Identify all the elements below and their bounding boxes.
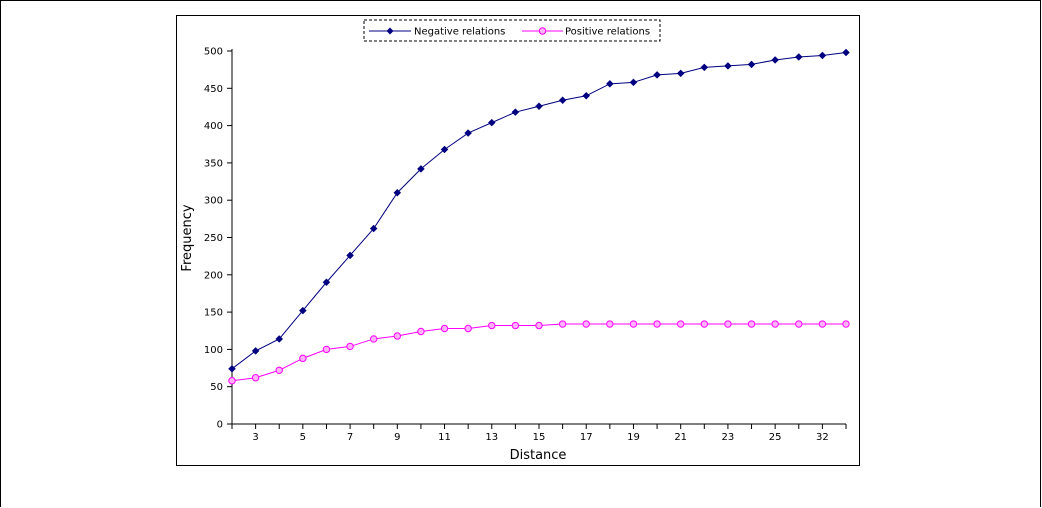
data-point-negative xyxy=(629,78,638,87)
data-point-positive xyxy=(582,320,590,328)
y-ticks: 0 50 100 150 200 250 300 350 400 450 500 xyxy=(204,47,232,431)
data-point-negative xyxy=(724,62,732,70)
data-point-negative xyxy=(511,108,520,117)
data-point-negative xyxy=(558,96,567,105)
data-point-negative xyxy=(417,165,425,173)
y-tick-label: 350 xyxy=(204,158,223,169)
y-tick-label: 400 xyxy=(204,121,223,132)
data-point-negative xyxy=(322,278,331,287)
x-tick-label: 7 xyxy=(347,432,353,443)
data-point-negative xyxy=(605,79,614,88)
x-tick-label: 11 xyxy=(438,432,451,443)
data-point-positive xyxy=(488,321,496,330)
data-point-positive xyxy=(369,335,378,343)
x-tick-label: 23 xyxy=(722,432,735,443)
series-group xyxy=(228,48,850,385)
data-point-negative xyxy=(818,51,827,60)
legend-label-1: Negative relations xyxy=(414,27,505,38)
data-point-negative xyxy=(794,53,803,61)
y-tick-label: 250 xyxy=(204,233,223,244)
data-point-negative xyxy=(251,347,260,355)
data-point-positive xyxy=(228,377,236,385)
y-tick-label: 450 xyxy=(204,84,223,95)
x-tick-label: 19 xyxy=(627,432,640,443)
x-axis-title: Distance xyxy=(510,448,567,463)
x-tick-label: 21 xyxy=(674,432,687,443)
data-point-positive xyxy=(251,374,260,382)
legend: Negative relations Positive relations xyxy=(363,19,661,42)
x-tick-label: 9 xyxy=(394,432,400,443)
y-tick-label: 50 xyxy=(210,382,223,393)
x-tick-label: 3 xyxy=(252,432,258,443)
y-tick-label: 300 xyxy=(204,196,223,207)
data-point-positive xyxy=(511,321,520,330)
data-point-negative xyxy=(535,102,543,111)
legend-box xyxy=(363,19,661,42)
data-point-positive xyxy=(346,342,354,351)
data-point-positive xyxy=(818,320,827,328)
data-point-positive xyxy=(322,345,331,354)
data-point-positive xyxy=(771,320,779,328)
data-point-positive xyxy=(653,320,661,328)
data-point-negative xyxy=(487,118,496,127)
data-point-positive xyxy=(676,320,685,328)
data-point-positive xyxy=(393,332,402,340)
data-point-negative xyxy=(440,145,449,154)
data-point-positive xyxy=(275,366,283,374)
data-point-negative xyxy=(228,364,236,373)
x-tick-label: 15 xyxy=(533,432,546,443)
data-point-positive xyxy=(747,320,756,328)
y-tick-label: 500 xyxy=(204,47,223,58)
y-tick-label: 150 xyxy=(204,308,223,319)
x-tick-label: 5 xyxy=(300,432,306,443)
data-point-positive xyxy=(464,324,472,333)
data-point-positive xyxy=(558,320,567,328)
y-tick-label: 200 xyxy=(204,270,223,281)
data-point-positive xyxy=(629,320,638,328)
data-point-negative xyxy=(676,69,685,78)
data-point-negative xyxy=(653,71,661,79)
x-tick-label: 17 xyxy=(580,432,593,443)
data-point-negative xyxy=(369,224,378,233)
data-point-negative xyxy=(700,63,709,72)
y-tick-label: 0 xyxy=(217,420,223,431)
data-point-positive xyxy=(535,321,543,330)
series-line-2 xyxy=(231,323,846,382)
x-ticks: 3 5 7 9 11 13 15 17 19 21 23 25 32 xyxy=(231,424,847,443)
data-point-negative xyxy=(842,48,850,57)
data-point-positive xyxy=(842,320,850,328)
legend-marker-circle xyxy=(538,27,547,35)
y-axis-title: Frequency xyxy=(180,204,195,271)
data-point-negative xyxy=(582,91,591,100)
data-point-positive xyxy=(724,320,732,328)
legend-label-2: Positive relations xyxy=(565,27,650,38)
x-tick-label: 25 xyxy=(769,432,782,443)
data-point-negative xyxy=(275,335,284,343)
data-point-negative xyxy=(393,188,402,197)
y-tick-label: 100 xyxy=(204,345,223,356)
data-point-negative xyxy=(464,129,473,137)
legend-marker-diamond xyxy=(386,27,394,35)
data-point-positive xyxy=(606,320,614,328)
data-point-negative xyxy=(747,60,756,69)
data-point-negative xyxy=(298,306,307,315)
x-tick-label: 32 xyxy=(816,432,829,443)
data-point-positive xyxy=(299,354,307,363)
data-point-positive xyxy=(440,324,449,333)
chart-area-border xyxy=(176,15,860,466)
data-point-positive xyxy=(700,320,709,328)
data-point-positive xyxy=(795,320,803,328)
x-tick-label: 13 xyxy=(485,432,498,443)
data-point-positive xyxy=(417,327,425,336)
data-point-negative xyxy=(771,56,780,64)
data-point-negative xyxy=(346,251,354,260)
